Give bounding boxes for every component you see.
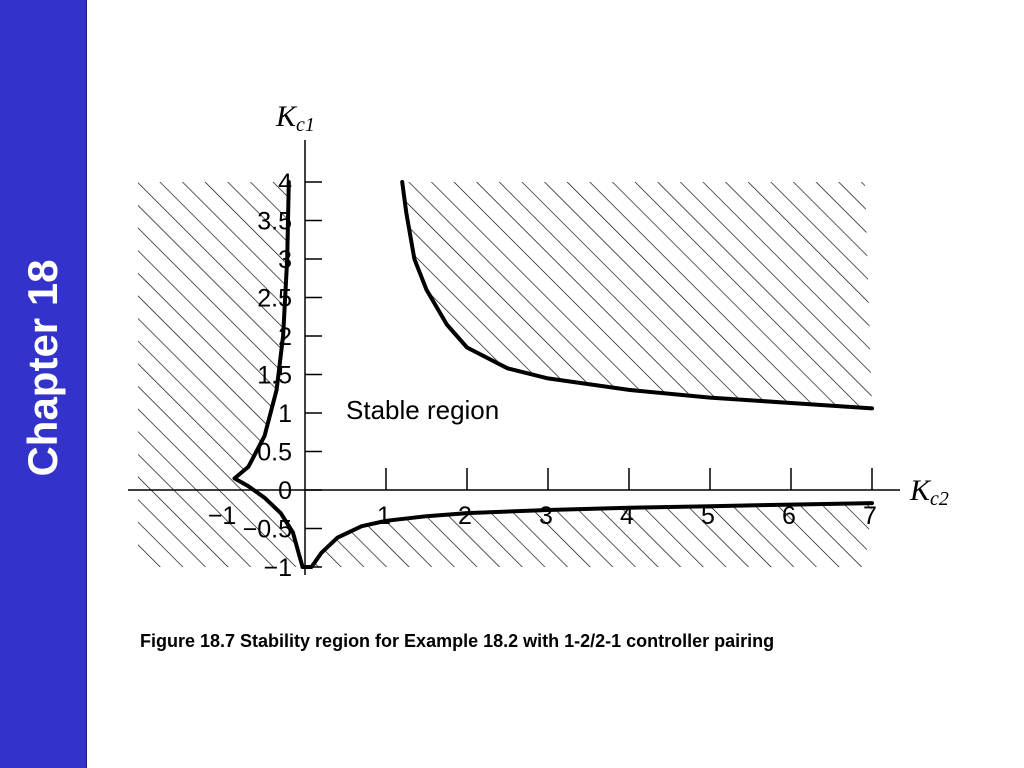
hatch-region-left bbox=[138, 182, 303, 567]
x-axis-title: Kc2 bbox=[909, 474, 949, 510]
y-tick-label: 2.5 bbox=[257, 285, 292, 313]
y-axis-title: Kc1 bbox=[275, 100, 315, 136]
x-tick-label: 1 bbox=[377, 502, 391, 530]
x-tick-label: 7 bbox=[863, 502, 877, 530]
hatch-region-lower bbox=[302, 503, 872, 567]
hatch-region-upper-right bbox=[402, 182, 872, 409]
x-tick-label: 3 bbox=[539, 502, 553, 530]
y-tick-label: 0 bbox=[278, 477, 292, 505]
y-tick-label: 3.5 bbox=[257, 208, 292, 236]
y-tick-label: −0.5 bbox=[243, 516, 292, 544]
x-tick-label: 2 bbox=[458, 502, 472, 530]
figure-caption: Figure 18.7 Stability region for Example… bbox=[140, 631, 775, 651]
y-tick-label: 4 bbox=[278, 169, 292, 197]
boundary-curve bbox=[232, 180, 305, 569]
stability-chart: 43.532.521.510.50−0.5−1−1 1 2 3 4 5 6 7Kc1Kc2St… bbox=[128, 100, 949, 582]
boundary-curve bbox=[300, 501, 874, 569]
y-tick-label: −1 bbox=[263, 554, 292, 582]
y-tick-label: 0.5 bbox=[257, 439, 292, 467]
y-tick-label: 1 bbox=[278, 400, 292, 428]
boundary-curve bbox=[400, 180, 874, 411]
annotation-stable-region: Stable region bbox=[346, 395, 499, 425]
sidebar: Chapter 18 bbox=[0, 0, 87, 768]
x-tick-label: 5 bbox=[701, 502, 715, 530]
y-tick-label: 2 bbox=[278, 323, 292, 351]
y-tick-label: 3 bbox=[278, 246, 292, 274]
x-tick-label: 4 bbox=[620, 502, 634, 530]
x-tick-label: −1 bbox=[208, 502, 237, 530]
y-tick-label: 1.5 bbox=[257, 362, 292, 390]
x-tick-label: 6 bbox=[782, 502, 796, 530]
